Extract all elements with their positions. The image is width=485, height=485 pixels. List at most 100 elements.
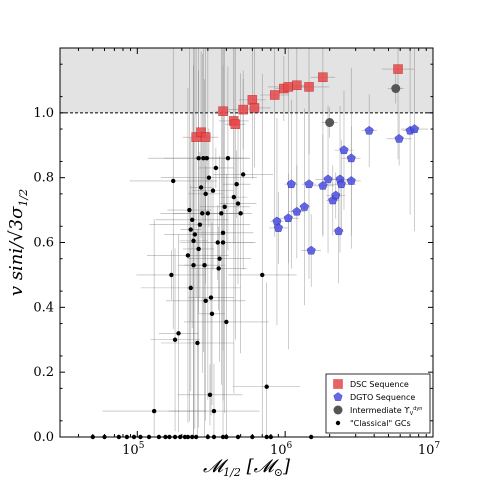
classical-gcs-point-14 bbox=[198, 185, 204, 190]
dsc-sequence-point-14 bbox=[318, 72, 328, 82]
legend-label-classical-gcs: "Classical" GCs bbox=[350, 419, 411, 428]
axis-labels: 𝓜1/2 [𝓜⊙] v sini/√3σ1/2 bbox=[6, 189, 291, 479]
classical-gcs-point-25 bbox=[210, 188, 216, 193]
classical-gcs-point-7 bbox=[188, 227, 193, 232]
classical-gcs-point-2 bbox=[169, 272, 174, 278]
shaded-region bbox=[60, 48, 433, 113]
dsc-sequence-point-2 bbox=[200, 132, 211, 142]
classical-gcs-point-42 bbox=[264, 384, 269, 389]
dsc-sequence-point-15 bbox=[393, 64, 403, 74]
dgto-sequence-point-1 bbox=[273, 223, 283, 232]
dsc-sequence-point-0 bbox=[191, 132, 201, 142]
legend-marker-classical-gcs bbox=[335, 420, 341, 426]
classical-gcs-point-8 bbox=[189, 217, 195, 223]
x-tick-label: 107 bbox=[418, 441, 441, 458]
classical-gcs-point-26 bbox=[211, 408, 217, 414]
classical-gcs-point-19 bbox=[204, 156, 209, 161]
classical-gcs-point-23 bbox=[208, 295, 214, 300]
classical-gcs-point-41 bbox=[260, 272, 265, 278]
classical-gcs-point-0 bbox=[151, 408, 157, 414]
classical-gcs-point-43 bbox=[191, 262, 196, 268]
dgto-sequence-point-9 bbox=[323, 174, 333, 184]
axes: 0.0 0.2 0.4 0.6 0.8 1.0 105 106 107 bbox=[33, 47, 441, 458]
dsc-sequence-point-5 bbox=[230, 119, 241, 129]
classical-gcs-point-1 bbox=[171, 178, 176, 184]
classical-gcs-point-36 bbox=[231, 194, 237, 200]
dsc-sequence-point-6 bbox=[238, 104, 248, 115]
classical-gcs-point-9 bbox=[191, 238, 196, 244]
classical-gcs-point-13 bbox=[197, 222, 203, 227]
classical-gcs-point-44 bbox=[203, 298, 208, 304]
dgto-sequence-point-3 bbox=[286, 179, 296, 189]
dgto-sequence-point-14 bbox=[336, 179, 346, 189]
classical-gcs-point-10 bbox=[192, 232, 198, 237]
x-tick-label: 106 bbox=[270, 441, 293, 458]
dsc-sequence-point-3 bbox=[218, 106, 228, 116]
classical-gcs-point-18 bbox=[203, 191, 208, 197]
classical-gcs-point-47 bbox=[188, 285, 193, 291]
dgto-sequence-point-19 bbox=[394, 133, 404, 143]
classical-gcs-point-4 bbox=[176, 331, 181, 336]
x-axis-label: 𝓜1/2 [𝓜⊙] bbox=[203, 456, 291, 479]
dsc-sequence-point-8 bbox=[249, 103, 260, 113]
classical-gcs-point-6 bbox=[187, 207, 192, 213]
classical-gcs-point-38 bbox=[235, 201, 241, 206]
legend-label-dgto-sequence: DGTO Sequence bbox=[350, 393, 415, 402]
legend: DSC Sequence DGTO Sequence Intermediate ϒV… bbox=[325, 373, 431, 434]
dgto-sequence-point-15 bbox=[339, 145, 349, 155]
dgto-sequence-point-18 bbox=[364, 125, 374, 135]
dgto-sequence-point-7 bbox=[306, 245, 316, 255]
dgto-sequence-point-21 bbox=[409, 124, 420, 133]
classical-gcs-point-40 bbox=[240, 172, 246, 177]
y-tick-label: 0.8 bbox=[33, 171, 54, 186]
classical-gcs-point-3 bbox=[172, 337, 178, 342]
legend-label-intermediate: Intermediate ϒVdyn bbox=[350, 406, 422, 417]
classical-gcs-point-21 bbox=[206, 175, 212, 180]
x-tick-label: 105 bbox=[122, 441, 145, 458]
classical-gcs-point-27 bbox=[213, 165, 219, 171]
legend-marker-dsc-sequence bbox=[333, 379, 343, 389]
y-tick-label: 0.2 bbox=[33, 365, 54, 380]
classical-gcs-point-45 bbox=[196, 156, 201, 161]
classical-gcs-point-16 bbox=[201, 156, 206, 161]
plot-area bbox=[60, 48, 433, 440]
dgto-sequence-point-12 bbox=[334, 226, 344, 236]
dgto-sequence-point-2 bbox=[283, 213, 293, 223]
dgto-sequence-point-4 bbox=[292, 206, 302, 216]
classical-gcs-point-22 bbox=[207, 392, 213, 398]
classical-gcs-point-20 bbox=[205, 211, 211, 216]
classical-gcs-point-35 bbox=[225, 156, 231, 161]
legend-marker-intermediate bbox=[333, 405, 343, 415]
classical-gcs-point-11 bbox=[195, 340, 200, 346]
classical-gcs-point-12 bbox=[196, 246, 201, 252]
y-axis-label: v sini/√3σ1/2 bbox=[6, 189, 30, 296]
classical-gcs-point-24 bbox=[209, 311, 215, 317]
dsc-sequence-point-11 bbox=[283, 82, 294, 92]
dsc-sequence-point-7 bbox=[247, 95, 258, 105]
dgto-sequence-point-17 bbox=[346, 176, 356, 185]
classical-gcs-point-15 bbox=[200, 211, 205, 216]
y-tick-label: 0.0 bbox=[33, 430, 54, 445]
classical-gcs-point-30 bbox=[217, 256, 222, 261]
classical-gcs-point-5 bbox=[185, 253, 191, 258]
y-tick-label: 0.6 bbox=[33, 236, 54, 251]
classical-gcs-point-46 bbox=[220, 240, 226, 245]
intermediate-point-0 bbox=[325, 118, 335, 128]
classical-gcs-point-32 bbox=[220, 230, 226, 235]
legend-marker-dgto-sequence bbox=[333, 392, 343, 401]
legend-label-dsc-sequence: DSC Sequence bbox=[350, 380, 409, 389]
classical-gcs-point-39 bbox=[238, 211, 243, 216]
dsc-sequence-point-13 bbox=[304, 82, 314, 92]
classical-gcs-point-29 bbox=[216, 266, 221, 271]
classical-gcs-point-31 bbox=[219, 211, 224, 216]
dgto-sequence-point-5 bbox=[299, 201, 309, 211]
dgto-sequence-point-16 bbox=[346, 153, 356, 163]
dgto-sequence-point-8 bbox=[318, 180, 328, 190]
classical-gcs-point-37 bbox=[234, 181, 239, 187]
dgto-sequence-point-11 bbox=[331, 190, 341, 200]
dgto-sequence-point-6 bbox=[304, 179, 314, 189]
classical-gcs-point-34 bbox=[224, 319, 229, 325]
intermediate-point-1 bbox=[391, 84, 401, 94]
classical-gcs-point-28 bbox=[215, 240, 220, 245]
